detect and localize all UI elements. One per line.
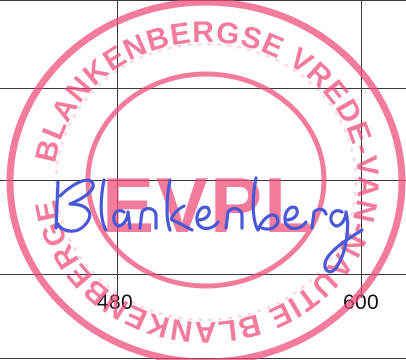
stamp-outer-ring [6, 0, 406, 360]
signature-stroke [54, 176, 364, 274]
table-vertical-line [117, 0, 118, 298]
stamp-text-band [55, 43, 357, 321]
table-horizontal-line [0, 180, 406, 181]
column-label-480: 480 [97, 291, 133, 314]
stamp-center-text: EVPL [102, 161, 314, 249]
table-horizontal-line [0, 274, 406, 275]
table-horizontal-line [0, 88, 406, 89]
table-vertical-line [361, 0, 362, 298]
